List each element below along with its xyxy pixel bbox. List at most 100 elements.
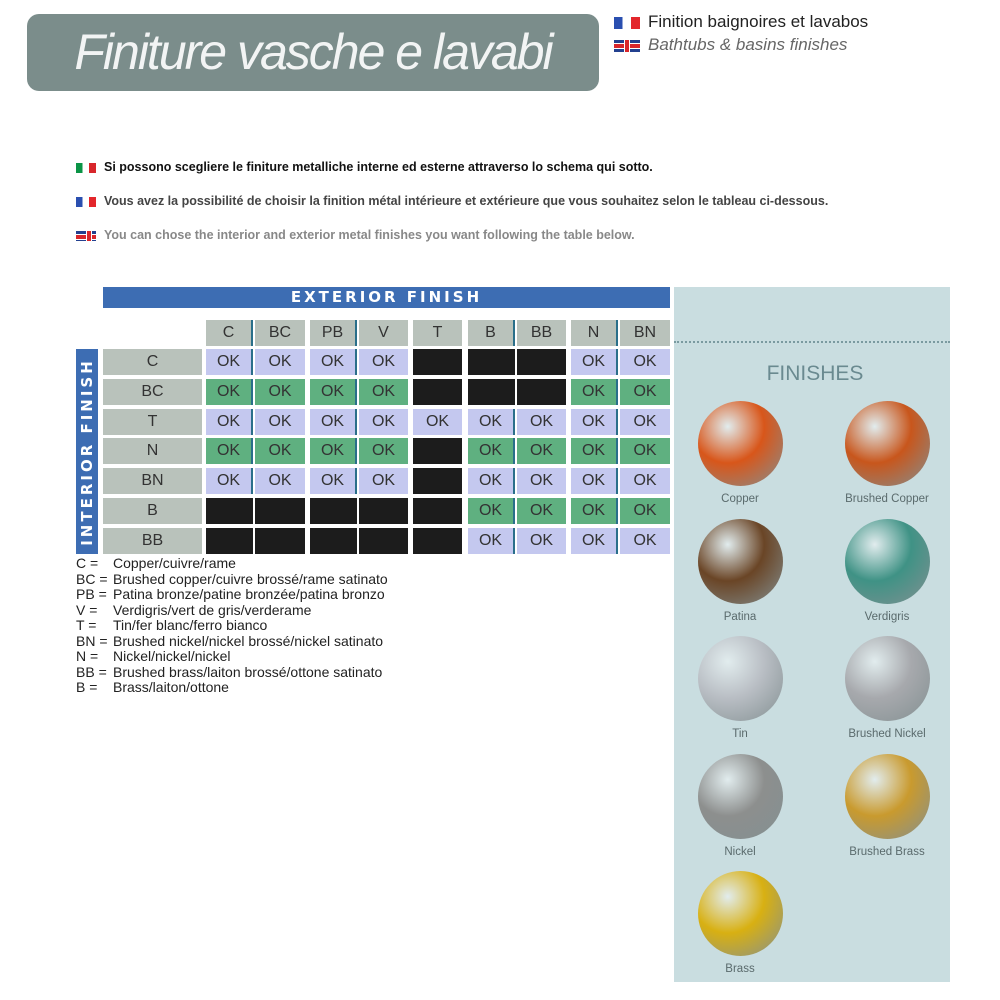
finish-swatch-patina [698,518,783,604]
cell-ok: OK [620,349,670,375]
column-header: BC [255,320,305,346]
legend-code: BN = [76,632,108,649]
finish-label: Brass [725,963,755,975]
cell-unavailable [310,528,357,554]
cell-ok: OK [255,409,305,435]
cell-ok: OK [468,528,515,554]
cell-ok: OK [413,409,462,435]
cell-unavailable [413,468,462,494]
finish-swatch-tin [698,636,783,721]
cell-ok: OK [468,498,515,524]
cell-ok: OK [255,438,305,464]
cell-ok: OK [620,468,670,494]
finish-label: Brushed Brass [849,845,925,858]
cell-ok: OK [517,468,566,494]
cell-unavailable [413,438,462,464]
exterior-finish-header: EXTERIOR FINISH [103,287,670,308]
cell-ok: OK [620,438,670,464]
row-header: N [103,438,202,464]
legend-code: B = [76,679,98,695]
finish-swatch-brushed-copper [845,401,930,486]
subtitle-fr-text: Finition baignoires et lavabos [648,12,869,31]
cell-ok: OK [206,468,253,494]
finish-swatch-copper [698,401,783,486]
cell-ok: OK [255,349,305,375]
cell-ok: OK [359,349,408,375]
cell-ok: OK [310,349,357,375]
legend-text: Tin/fer blanc/ferro bianco [113,617,268,633]
cell-ok: OK [206,438,253,464]
intro-it: Si possono scegliere le finiture metalli… [76,160,653,174]
column-header: V [359,320,408,346]
cell-unavailable [255,498,305,524]
legend-item: BC = Brushed copper/cuivre brossé/rame sa… [76,570,388,588]
finish-label: Nickel [724,845,756,858]
cell-ok: OK [517,498,566,524]
cell-ok: OK [517,528,566,554]
intro-en-text: You can chose the interior and exterior … [104,228,635,242]
cell-unavailable [517,349,566,375]
subtitle-en-text: Bathtubs & basins finishes [648,35,848,54]
intro-fr: Vous avez la possibilité de choisir la f… [76,194,828,208]
cell-ok: OK [310,468,357,494]
legend-text: Verdigris/vert de gris/verderame [113,601,312,618]
legend-item: V = Verdigris/vert de gris/verderame [76,601,388,619]
cell-unavailable [468,379,515,405]
row-header: C [103,349,202,375]
legend-text: Brushed copper/cuivre brossé/rame satina… [113,570,388,587]
legend-item: B = Brass/laiton/ottone [76,679,388,696]
row-header: BN [103,468,202,494]
finish-swatch-nickel [698,753,783,839]
legend-item: PB = Patina bronze/patine bronzée/patina … [76,586,388,603]
column-header: N [571,320,618,346]
finish-label: Brushed Nickel [848,728,926,740]
cell-unavailable [310,498,357,524]
cell-ok: OK [468,468,515,494]
cell-ok: OK [359,409,408,435]
finish-label: Copper [721,493,759,505]
divider [674,341,950,343]
cell-unavailable [359,528,408,554]
row-header: BB [103,528,202,554]
legend-code: T = [76,617,97,633]
cell-ok: OK [517,409,566,435]
legend-code: BB = [76,663,107,680]
cell-ok: OK [571,438,618,464]
intro-fr-text: Vous avez la possibilité de choisir la f… [104,194,829,208]
cell-unavailable [359,498,408,524]
legend-text: Patina bronze/patine bronzée/patina bron… [113,586,385,602]
cell-unavailable [255,528,305,554]
cell-ok: OK [255,468,305,494]
italian-flag-icon [76,162,96,173]
column-header: BN [620,320,670,346]
cell-unavailable [206,528,253,554]
legend-text: Copper/cuivre/rame [113,555,236,571]
legend-item: C = Copper/cuivre/rame [76,555,388,572]
cell-ok: OK [517,438,566,464]
finish-swatch-brass [698,871,783,956]
finishes-title: FINISHES [766,362,864,385]
cell-ok: OK [620,409,670,435]
legend-text: Nickel/nickel/nickel [113,648,231,664]
cell-ok: OK [468,409,515,435]
finish-swatch-brushed-nickel [845,636,930,721]
intro-it-text: Si possono scegliere le finiture metalli… [104,160,653,174]
finish-swatch-brushed-brass [845,753,930,839]
column-header: PB [310,320,357,346]
cell-ok: OK [359,379,408,405]
subtitle-fr: Finition baignoires et lavabos [614,12,868,32]
legend-text: Brushed brass/laiton brossé/ottone satin… [113,663,383,680]
intro-en: You can chose the interior and exterior … [76,228,635,242]
cell-ok: OK [255,379,305,405]
cell-ok: OK [620,379,670,405]
cell-ok: OK [468,438,515,464]
column-header: T [413,320,462,346]
cell-ok: OK [206,379,253,405]
cell-ok: OK [206,349,253,375]
cell-ok: OK [310,409,357,435]
cell-unavailable [468,349,515,375]
french-flag-icon [76,196,96,207]
interior-finish-header: INTERIOR FINISH [76,349,98,554]
cell-ok: OK [310,379,357,405]
legend-code: BC = [76,570,108,587]
